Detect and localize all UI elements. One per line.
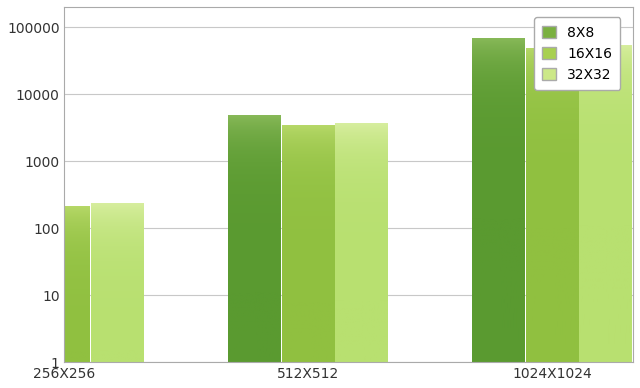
Legend: 8X8, 16X16, 32X32: 8X8, 16X16, 32X32 [534, 17, 620, 90]
